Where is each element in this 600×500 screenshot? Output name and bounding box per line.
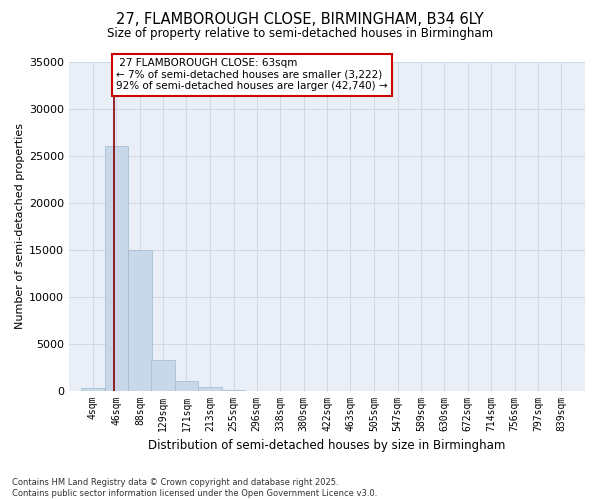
Bar [104, 146, 128, 391]
Bar [222, 390, 245, 391]
Text: 27, FLAMBOROUGH CLOSE, BIRMINGHAM, B34 6LY: 27, FLAMBOROUGH CLOSE, BIRMINGHAM, B34 6… [116, 12, 484, 28]
X-axis label: Distribution of semi-detached houses by size in Birmingham: Distribution of semi-detached houses by … [148, 440, 506, 452]
Y-axis label: Number of semi-detached properties: Number of semi-detached properties [15, 124, 25, 330]
Text: Contains HM Land Registry data © Crown copyright and database right 2025.
Contai: Contains HM Land Registry data © Crown c… [12, 478, 377, 498]
Text: 27 FLAMBOROUGH CLOSE: 63sqm
← 7% of semi-detached houses are smaller (3,222)
92%: 27 FLAMBOROUGH CLOSE: 63sqm ← 7% of semi… [116, 58, 388, 92]
Bar [128, 250, 152, 391]
Bar [81, 388, 104, 391]
Text: Size of property relative to semi-detached houses in Birmingham: Size of property relative to semi-detach… [107, 28, 493, 40]
Bar [199, 387, 221, 391]
Bar [151, 360, 175, 391]
Bar [175, 381, 198, 391]
